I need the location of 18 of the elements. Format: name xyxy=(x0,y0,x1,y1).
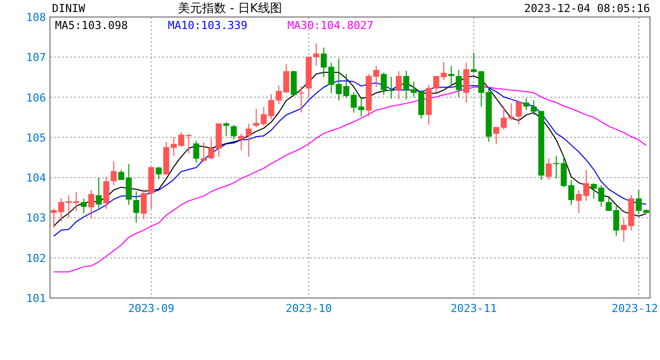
y-tick-label: 106 xyxy=(26,91,46,104)
x-tick-label: 2023-12 xyxy=(612,302,658,315)
y-tick-label: 103 xyxy=(26,212,46,225)
y-tick-label: 104 xyxy=(26,172,46,185)
legend: MA30:104.8027 xyxy=(287,19,374,32)
legend: MA5:103.098 xyxy=(55,19,128,32)
y-tick-label: 108 xyxy=(26,11,46,24)
legend: MA10:103.339 xyxy=(168,19,248,32)
y-tick-label: 107 xyxy=(26,51,46,64)
x-tick-label: 2023-11 xyxy=(450,302,497,315)
y-tick-label: 105 xyxy=(26,131,46,144)
y-tick-label: 102 xyxy=(26,252,46,265)
text: DINIW xyxy=(52,2,86,15)
text: 2023-12-04 08:05:16 xyxy=(524,2,650,15)
y-tick-label: 101 xyxy=(26,292,46,305)
x-tick-label: 2023-10 xyxy=(286,302,332,315)
chart-title: 美元指数 - 日K线图 xyxy=(178,1,282,15)
x-tick-label: 2023-09 xyxy=(128,302,174,315)
